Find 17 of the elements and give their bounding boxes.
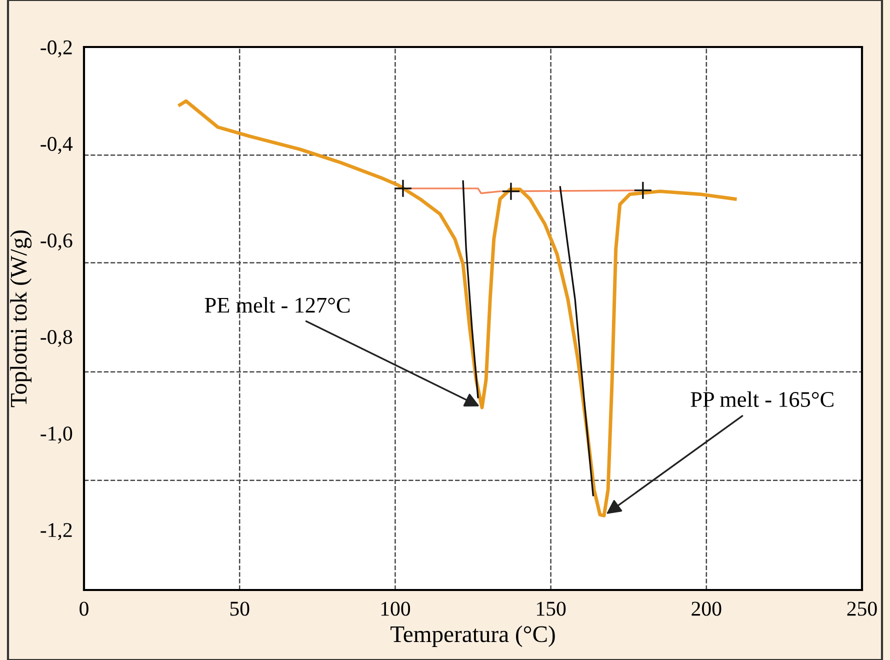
- x-tick-label: 100: [381, 602, 410, 616]
- line-series: [559, 186, 594, 496]
- x-axis-title: Temperatura (°C): [390, 626, 555, 647]
- x-tick-label: 50: [230, 602, 250, 616]
- annotation: PP melt - 165°C: [690, 391, 834, 407]
- x-tick-label: 200: [692, 602, 722, 616]
- y-tick-label: -0,4: [40, 136, 73, 154]
- y-tick-label: -0,8: [40, 330, 72, 348]
- x-tick-label: 250: [847, 602, 877, 616]
- y-tick-label: -0,2: [40, 40, 72, 58]
- y-tick-label: -0,6: [40, 233, 72, 250]
- y-axis-title: Toplotni tok (W/g): [10, 230, 32, 408]
- annotation: PE melt - 127°C: [204, 297, 350, 313]
- x-tick-label: 0: [80, 602, 88, 616]
- y-tick-label: -1,2: [40, 523, 72, 540]
- x-tick-label: 150: [537, 602, 566, 616]
- y-tick-label: -1,0: [40, 426, 72, 444]
